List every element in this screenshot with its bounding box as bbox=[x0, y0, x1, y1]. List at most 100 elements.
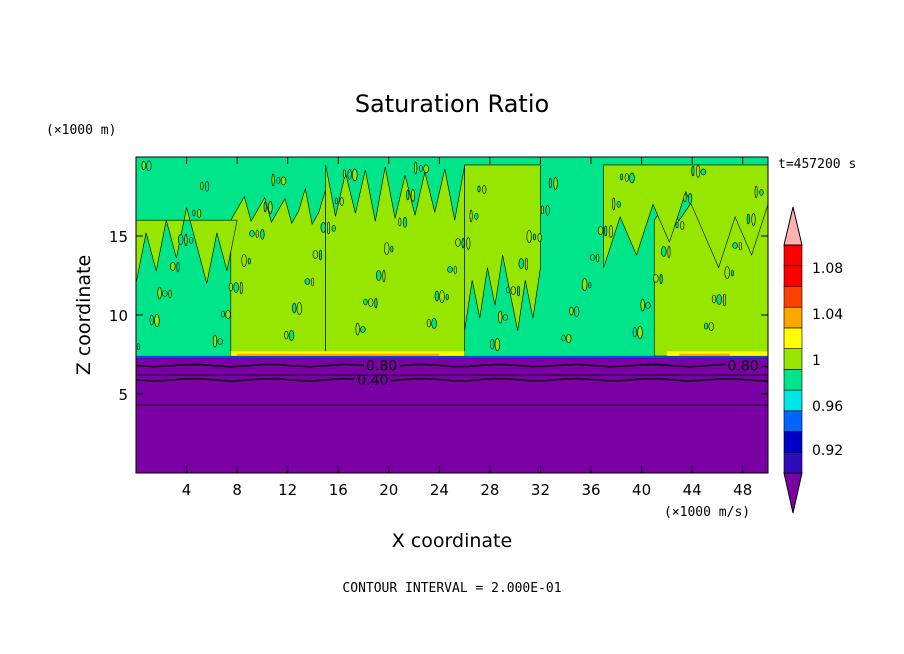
colorbar-min-arrow bbox=[783, 472, 803, 514]
contour-label: 0.80 bbox=[366, 359, 397, 375]
contour-cell bbox=[466, 237, 471, 250]
contour-cell bbox=[553, 177, 558, 190]
contour-cell bbox=[612, 197, 616, 211]
contour-cell bbox=[382, 269, 386, 283]
contour-cell bbox=[620, 173, 624, 181]
contour-cell bbox=[645, 302, 651, 309]
contour-cell bbox=[434, 290, 439, 302]
colorbar-swatch bbox=[783, 451, 803, 474]
contour-cell bbox=[608, 225, 614, 238]
contour-cell bbox=[545, 205, 550, 216]
contour-cell bbox=[197, 209, 202, 218]
contour-cell bbox=[331, 225, 336, 232]
contour-cell bbox=[414, 161, 418, 175]
contour-cell bbox=[141, 161, 146, 170]
contour-cell bbox=[170, 262, 176, 271]
colorbar: 1.08 1.04 1 0.96 0.92 bbox=[783, 206, 843, 514]
contour-cell bbox=[732, 242, 738, 249]
contour-cell bbox=[384, 242, 390, 255]
contour-cell bbox=[561, 334, 566, 342]
contour-cell bbox=[390, 245, 394, 253]
contour-cell bbox=[342, 169, 346, 179]
contour-cell bbox=[355, 322, 360, 336]
contour-line bbox=[135, 363, 769, 368]
colorbar-swatch bbox=[783, 327, 803, 349]
contour-cell bbox=[288, 330, 295, 341]
contour-cell bbox=[675, 221, 679, 229]
colorbar-max-arrow bbox=[783, 206, 803, 246]
contour-cell bbox=[565, 334, 572, 343]
contour-cell bbox=[540, 205, 544, 215]
supersaturated-region bbox=[603, 164, 769, 269]
contour-cell bbox=[624, 173, 629, 182]
contour-cell bbox=[573, 306, 580, 317]
contour-cell bbox=[569, 306, 574, 316]
contour-cell bbox=[537, 233, 542, 242]
orange-band bbox=[237, 353, 440, 356]
contour-cell bbox=[469, 209, 473, 223]
contour-cell bbox=[683, 193, 687, 203]
contour-cell bbox=[162, 290, 168, 297]
contour-cell bbox=[176, 261, 180, 273]
contour-cell bbox=[716, 294, 722, 305]
y-axis-label: Z coordinate bbox=[73, 255, 95, 375]
contour-cell bbox=[453, 265, 457, 275]
y-tick-label: 10 bbox=[109, 307, 128, 325]
contour-cell bbox=[220, 310, 226, 318]
contour-cell bbox=[406, 189, 410, 201]
y-axis: 5 10 15 bbox=[109, 228, 768, 404]
contour-cell bbox=[616, 201, 621, 208]
contour-cell bbox=[247, 257, 251, 265]
contour-cell bbox=[326, 221, 330, 235]
contour-cell bbox=[312, 250, 319, 259]
contour-cell bbox=[526, 230, 532, 243]
contour-cell bbox=[637, 326, 643, 339]
contour-cell bbox=[510, 286, 516, 295]
contour-cell bbox=[189, 237, 194, 244]
contour-cell bbox=[687, 193, 693, 204]
plot-area: 0.80 0.800.40 bbox=[135, 156, 769, 474]
contour-cell bbox=[228, 282, 233, 292]
contour-cell bbox=[759, 189, 764, 196]
colorbar-swatch bbox=[783, 306, 803, 329]
contour-line bbox=[135, 377, 769, 382]
x-unit-label: (×1000 m/s) bbox=[664, 505, 750, 520]
orange-band bbox=[679, 353, 731, 356]
contour-label-bg bbox=[364, 358, 401, 373]
contour-cell bbox=[304, 278, 311, 285]
time-label: t=457200 s bbox=[778, 157, 856, 172]
contour-cell bbox=[518, 258, 524, 269]
x-tick-label: 8 bbox=[232, 481, 242, 499]
supersaturated-region bbox=[464, 164, 541, 331]
contour-cell bbox=[482, 185, 487, 194]
contour-cell bbox=[461, 237, 465, 249]
contour-cell bbox=[233, 282, 239, 293]
contour-cell bbox=[339, 197, 344, 206]
contour-cell bbox=[708, 322, 714, 331]
contour-cell bbox=[360, 326, 366, 333]
contour-cell bbox=[292, 302, 297, 314]
x-tick-label: 32 bbox=[531, 481, 550, 499]
contour-cell bbox=[184, 233, 188, 247]
contour-cell bbox=[204, 181, 210, 192]
contour-cell bbox=[490, 338, 495, 350]
supersaturated-region bbox=[135, 207, 238, 284]
contour-cell bbox=[700, 168, 706, 176]
contour-cell bbox=[418, 165, 424, 172]
contour-cell bbox=[439, 290, 445, 303]
contour-cell bbox=[374, 297, 378, 309]
colorbar-label: 1.04 bbox=[812, 307, 843, 323]
contour-cell bbox=[754, 185, 758, 199]
contour-cell bbox=[146, 160, 152, 172]
contour-cell bbox=[276, 177, 281, 184]
contour-cell bbox=[455, 238, 461, 247]
contour-cell bbox=[263, 201, 267, 213]
contour-label: 0.40 bbox=[357, 373, 388, 389]
contour-cell bbox=[691, 165, 695, 177]
contour-cell bbox=[751, 213, 756, 226]
contour-cell bbox=[722, 293, 726, 307]
contour-cell bbox=[249, 230, 255, 237]
contour-cell bbox=[494, 338, 501, 351]
colorbar-swatch bbox=[783, 286, 803, 308]
contour-cell bbox=[368, 298, 374, 307]
